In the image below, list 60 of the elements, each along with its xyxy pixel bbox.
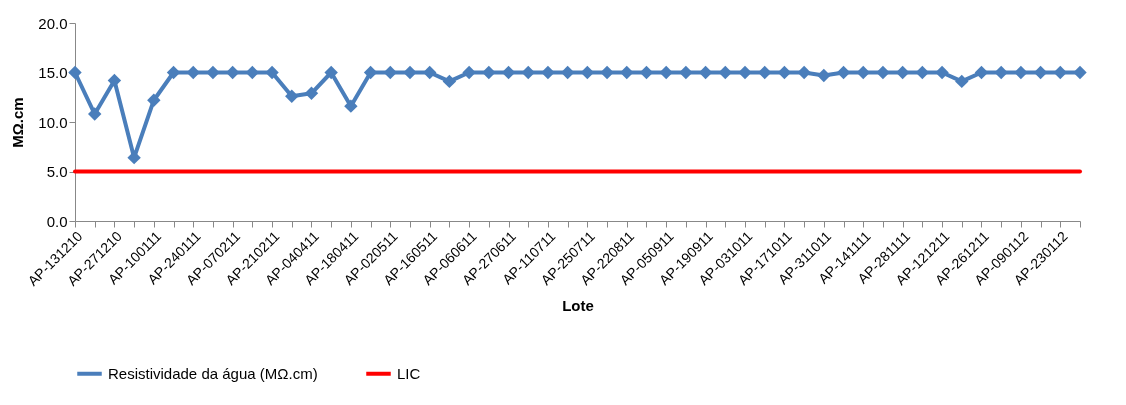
point [679,65,693,80]
point [600,65,614,80]
point [68,65,82,80]
point [758,65,772,80]
point [304,86,319,100]
y-tick-label: 10.0 [38,113,68,131]
point [206,65,220,80]
point [974,65,989,80]
point [836,65,851,80]
point [955,74,969,89]
point [166,65,181,80]
point [423,65,437,80]
point [344,99,358,113]
legend-label: Resistividade da água (MΩ.cm) [108,364,318,382]
point [1014,65,1028,80]
point [895,65,910,80]
point [186,65,200,80]
point [363,65,378,80]
point [915,65,930,80]
point [580,65,595,80]
point [521,65,535,80]
point [659,65,673,80]
point [225,65,240,80]
point [383,65,397,80]
point [876,65,890,80]
point [797,65,811,80]
point [560,65,575,80]
point [856,65,870,80]
point [639,65,654,80]
legend-label: LIC [397,364,421,382]
point [718,65,732,80]
point [107,73,122,88]
y-tick-label: 20.0 [38,14,68,32]
point [698,65,713,80]
y-tick-label: 15.0 [38,64,68,81]
point [265,65,279,80]
point [1073,65,1087,80]
point [777,65,792,80]
point [462,65,476,80]
point [88,107,102,121]
point [1033,65,1048,80]
point [403,65,417,80]
point [245,65,260,80]
point [1053,65,1067,80]
point [324,65,338,80]
point [817,68,831,83]
point [501,65,516,80]
point [738,65,752,80]
point [482,65,496,80]
point [285,89,299,103]
point [541,65,555,80]
point [994,65,1008,80]
y-tick-label: 5.0 [46,163,68,180]
point [935,65,949,80]
y-axis-title: MΩ.cm [9,97,27,148]
point [620,65,634,80]
point [147,93,161,107]
y-tick-label: 0.0 [46,212,68,230]
point [442,74,457,89]
x-axis-title: Lote [562,296,594,314]
